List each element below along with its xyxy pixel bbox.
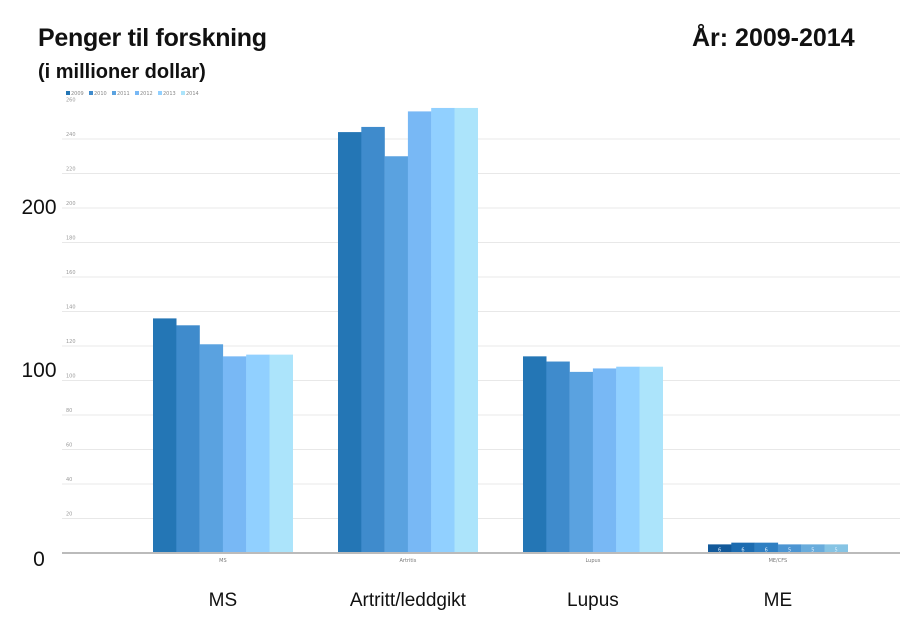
legend-label: 2010 (94, 91, 107, 97)
inner-tick-label: 140 (66, 305, 76, 311)
bar (639, 366, 663, 553)
inner-category-label: Artritis (399, 558, 416, 564)
bar (754, 542, 779, 553)
bar (616, 366, 640, 553)
legend-label: 2013 (163, 91, 176, 97)
chart-title: Penger til forskning (38, 24, 267, 52)
bar (338, 132, 362, 553)
legend: 2009 2010 2011 2012 2013 2014 (66, 91, 199, 97)
legend-swatch (112, 91, 116, 95)
legend-swatch (89, 91, 93, 95)
legend-swatch (181, 91, 185, 95)
category-label: MS (209, 590, 238, 611)
inner-category-label: ME/CFS (769, 558, 788, 564)
bar (454, 107, 478, 553)
category-labels: MS MS Artritis Artritt/leddgikt Lupus Lupus ME… (209, 558, 793, 611)
inner-tick-label: 200 (66, 201, 76, 207)
inner-y-axis-ticks: 20 40 60 80 100 120 140 160 180 200 220 240 260 (66, 98, 76, 518)
bar (592, 368, 617, 553)
inner-tick-label: 40 (66, 477, 72, 483)
inner-tick-label: 220 (66, 167, 76, 173)
bar-value-label: 5 (835, 548, 838, 554)
chart-subtitle: (i millioner dollar) (38, 61, 206, 83)
bar-group-3: 6 6 6 5 5 5 (708, 542, 848, 554)
inner-tick-label: 20 (66, 512, 72, 518)
bar-value-label: 6 (741, 548, 744, 554)
bar (246, 354, 270, 553)
outer-tick-label: 200 (21, 196, 56, 219)
bar-value-label: 5 (811, 548, 814, 554)
legend-swatch (66, 91, 70, 95)
bar (407, 111, 432, 554)
bar (523, 356, 547, 553)
bar (199, 344, 224, 553)
bar (222, 356, 247, 553)
bar-group-2 (523, 356, 663, 553)
inner-tick-label: 180 (66, 236, 76, 242)
bar (569, 371, 594, 553)
inner-tick-label: 240 (66, 132, 76, 138)
bar (431, 107, 455, 553)
bar (384, 156, 409, 553)
inner-tick-label: 80 (66, 408, 72, 414)
legend-label: 2011 (117, 91, 130, 97)
inner-category-label: MS (219, 558, 227, 564)
bar (824, 544, 848, 553)
bars: 6 6 6 5 5 5 (153, 107, 848, 554)
bar (546, 361, 570, 553)
legend-label: 2014 (186, 91, 199, 97)
legend-swatch (158, 91, 162, 95)
bar (777, 544, 802, 553)
outer-tick-label: 0 (33, 548, 45, 571)
outer-y-axis-ticks: 0 100 200 (21, 196, 56, 571)
inner-tick-label: 60 (66, 443, 72, 449)
bar-group-1 (338, 107, 478, 554)
category-label: Lupus (567, 590, 619, 611)
bar (176, 325, 200, 553)
bar (361, 126, 385, 554)
legend-swatch (135, 91, 139, 95)
bar-value-label: 5 (788, 548, 791, 554)
inner-tick-label: 160 (66, 270, 76, 276)
legend-label: 2009 (71, 91, 84, 97)
inner-tick-label: 100 (66, 374, 76, 380)
inner-tick-label: 120 (66, 339, 76, 345)
bar-value-label: 6 (765, 548, 768, 554)
inner-tick-label: 260 (66, 98, 76, 104)
year-range: År: 2009-2014 (692, 24, 855, 52)
bar (153, 318, 177, 553)
inner-category-label: Lupus (585, 558, 600, 564)
category-label: ME (764, 590, 793, 611)
bar (708, 544, 732, 553)
bar-group-0 (153, 318, 293, 553)
bar-value-label: 6 (718, 548, 721, 554)
legend-label: 2012 (140, 91, 153, 97)
category-label: Artritt/leddgikt (350, 590, 467, 611)
bar (801, 544, 825, 553)
bar (269, 354, 293, 553)
bar (731, 542, 755, 553)
outer-tick-label: 100 (21, 359, 56, 382)
